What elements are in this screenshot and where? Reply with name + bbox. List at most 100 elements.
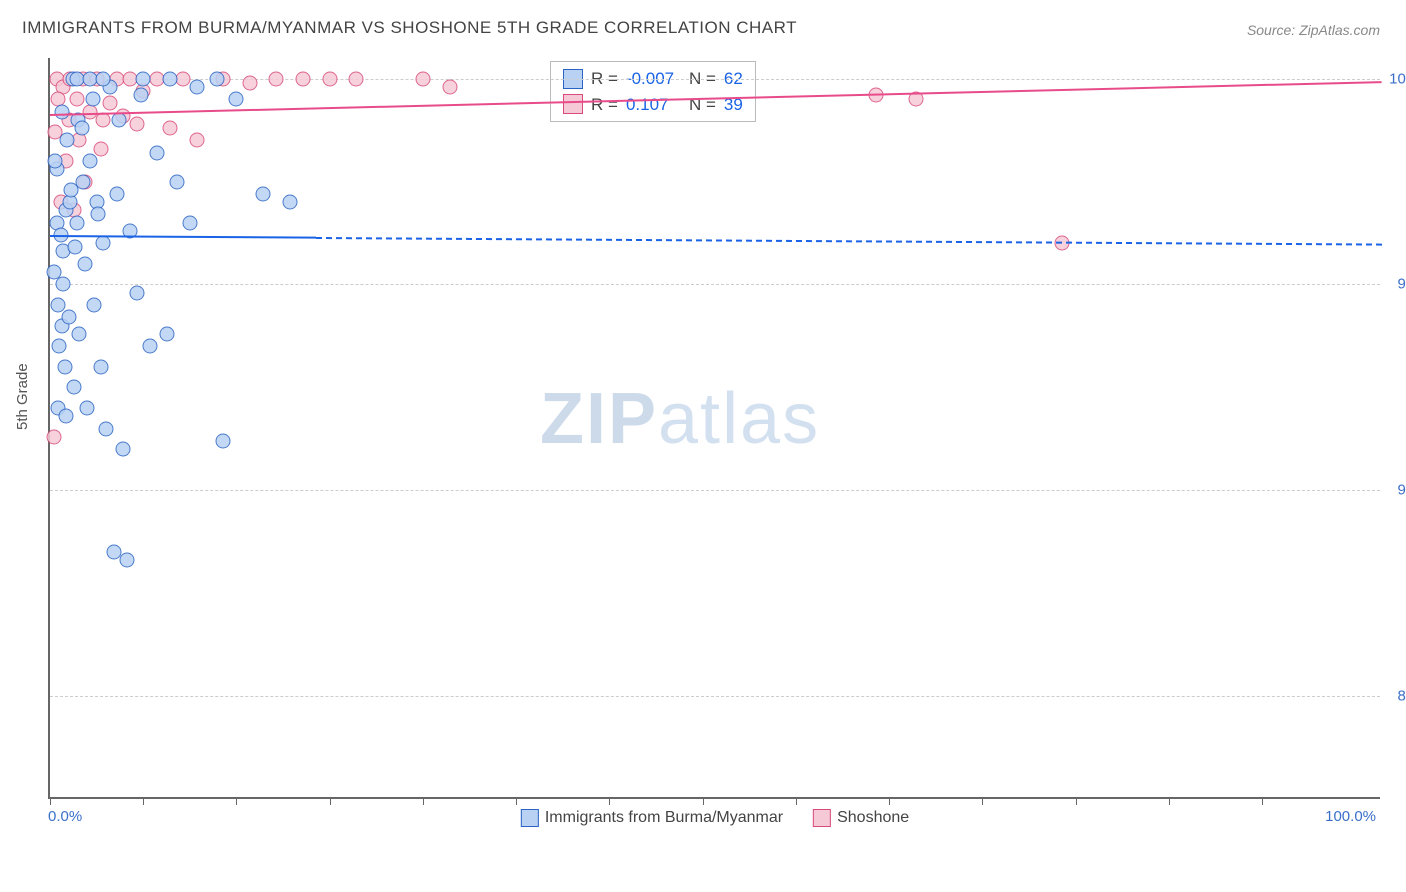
data-point <box>85 92 100 107</box>
x-tick <box>1169 797 1170 805</box>
data-point <box>56 277 71 292</box>
data-point <box>149 145 164 160</box>
chart-title: IMMIGRANTS FROM BURMA/MYANMAR VS SHOSHON… <box>22 18 797 38</box>
trend-line-extrapolated <box>316 237 1382 246</box>
plot-area: ZIPatlas R = -0.007 N = 62 R = 0.107 N =… <box>48 58 1380 799</box>
x-tick <box>982 797 983 805</box>
x-tick <box>50 797 51 805</box>
y-tick-label: 95.0% <box>1385 276 1406 293</box>
y-tick-label: 90.0% <box>1385 482 1406 499</box>
data-point <box>169 174 184 189</box>
data-point <box>349 71 364 86</box>
swatch-series-b-icon <box>563 94 583 114</box>
x-tick <box>889 797 890 805</box>
data-point <box>69 215 84 230</box>
data-point <box>116 442 131 457</box>
data-point <box>86 298 101 313</box>
source-prefix: Source: <box>1247 22 1299 38</box>
x-axis-max-label: 100.0% <box>1325 808 1376 825</box>
data-point <box>256 186 271 201</box>
x-tick <box>1076 797 1077 805</box>
data-point <box>96 236 111 251</box>
data-point <box>60 133 75 148</box>
r-value-b: 0.107 <box>626 92 681 118</box>
data-point <box>229 92 244 107</box>
swatch-a-icon <box>521 809 539 827</box>
swatch-b-icon <box>813 809 831 827</box>
legend-item-a: Immigrants from Burma/Myanmar <box>521 809 783 827</box>
trend-line <box>50 235 316 239</box>
data-point <box>90 207 105 222</box>
source-attribution: Source: ZipAtlas.com <box>1247 22 1380 38</box>
data-point <box>160 326 175 341</box>
data-point <box>82 153 97 168</box>
y-tick-label: 100.0% <box>1385 70 1406 87</box>
x-tick <box>236 797 237 805</box>
data-point <box>162 120 177 135</box>
data-point <box>96 71 111 86</box>
data-point <box>61 310 76 325</box>
y-tick-label: 85.0% <box>1385 688 1406 705</box>
data-point <box>93 141 108 156</box>
x-tick <box>1262 797 1263 805</box>
data-point <box>129 285 144 300</box>
data-point <box>77 256 92 271</box>
watermark: ZIPatlas <box>540 378 820 460</box>
data-point <box>129 116 144 131</box>
x-axis-min-label: 0.0% <box>48 808 82 825</box>
data-point <box>52 339 67 354</box>
data-point <box>69 92 84 107</box>
data-point <box>142 339 157 354</box>
x-tick <box>516 797 517 805</box>
data-point <box>48 153 63 168</box>
data-point <box>136 71 151 86</box>
legend-item-b: Shoshone <box>813 809 909 827</box>
watermark-light: atlas <box>658 379 820 459</box>
y-axis-label: 5th Grade <box>14 363 31 430</box>
data-point <box>109 186 124 201</box>
data-point <box>189 79 204 94</box>
data-point <box>46 429 61 444</box>
data-point <box>209 71 224 86</box>
data-point <box>93 359 108 374</box>
data-point <box>74 120 89 135</box>
data-point <box>72 326 87 341</box>
x-tick <box>330 797 331 805</box>
x-tick <box>143 797 144 805</box>
stats-row-series-b: R = 0.107 N = 39 <box>563 92 743 118</box>
data-point <box>102 96 117 111</box>
x-tick <box>796 797 797 805</box>
data-point <box>216 433 231 448</box>
x-tick <box>703 797 704 805</box>
data-point <box>112 112 127 127</box>
gridline <box>50 490 1380 491</box>
data-point <box>68 240 83 255</box>
data-point <box>242 75 257 90</box>
gridline <box>50 284 1380 285</box>
data-point <box>58 409 73 424</box>
correlation-stats-box: R = -0.007 N = 62 R = 0.107 N = 39 <box>550 61 756 122</box>
watermark-bold: ZIP <box>540 379 658 459</box>
data-point <box>282 195 297 210</box>
n-value-b: 39 <box>724 92 743 118</box>
n-label: N = <box>689 92 716 118</box>
data-point <box>133 88 148 103</box>
data-point <box>442 79 457 94</box>
source-name: ZipAtlas.com <box>1299 22 1380 38</box>
data-point <box>269 71 284 86</box>
data-point <box>66 380 81 395</box>
data-point <box>80 400 95 415</box>
data-point <box>415 71 430 86</box>
data-point <box>57 359 72 374</box>
data-point <box>64 182 79 197</box>
data-point <box>162 71 177 86</box>
data-point <box>50 298 65 313</box>
data-point <box>322 71 337 86</box>
legend-label-b: Shoshone <box>837 809 909 826</box>
data-point <box>296 71 311 86</box>
data-point <box>46 265 61 280</box>
series-legend: Immigrants from Burma/Myanmar Shoshone <box>521 809 909 827</box>
data-point <box>98 421 113 436</box>
gridline <box>50 696 1380 697</box>
x-tick <box>423 797 424 805</box>
